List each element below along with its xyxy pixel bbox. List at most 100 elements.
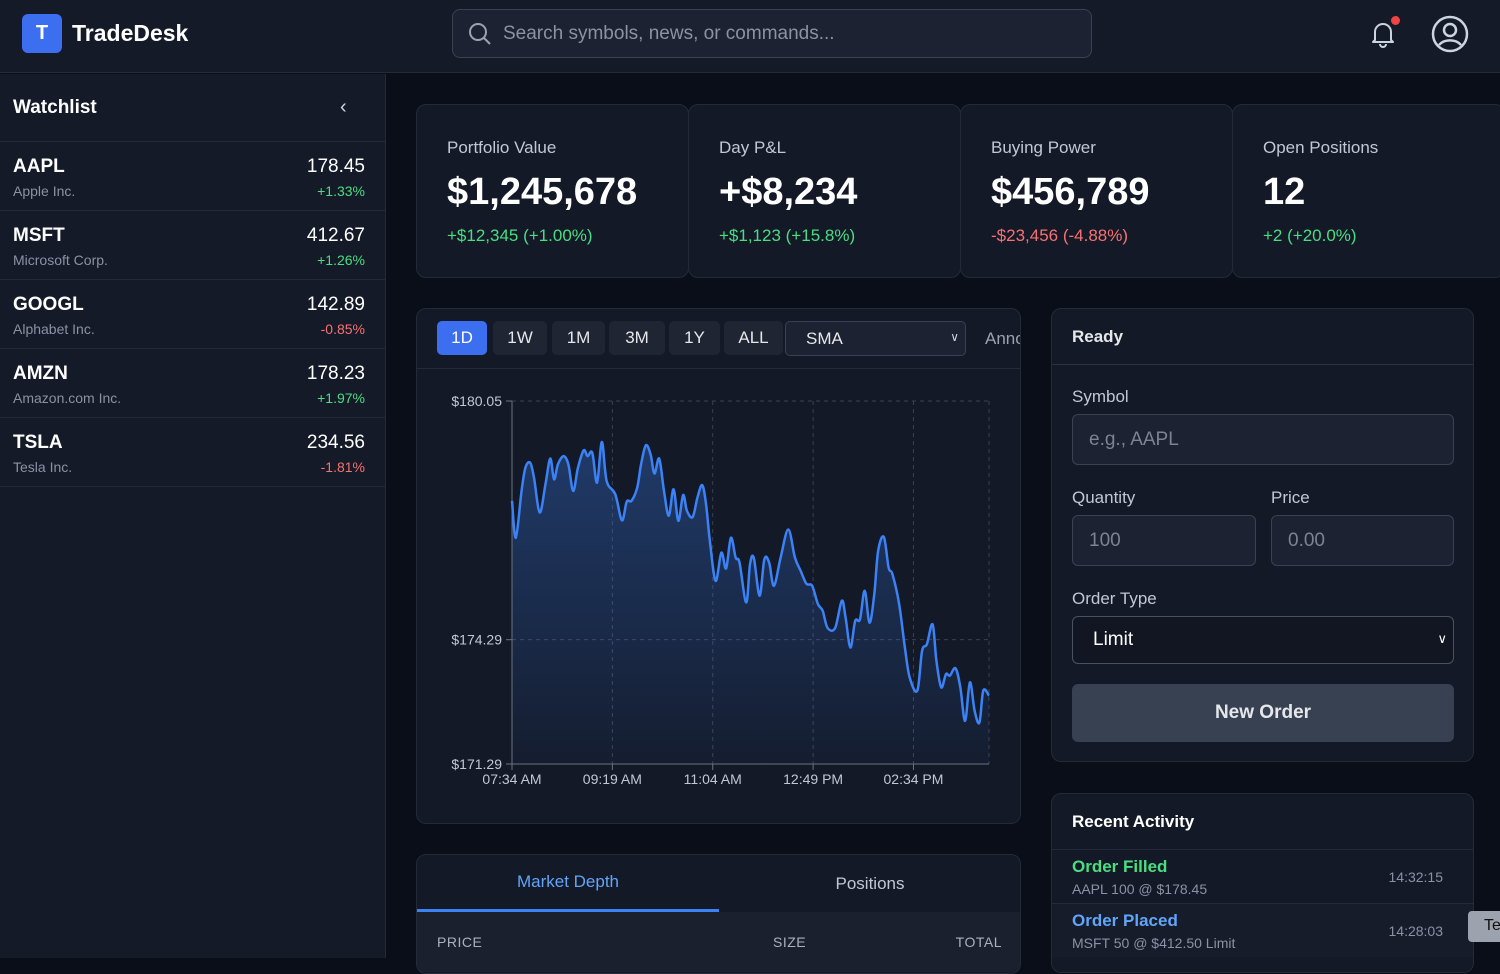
stat-value: $1,245,678: [447, 171, 637, 214]
watchlist-item[interactable]: MSFT Microsoft Corp. 412.67 +1.26%: [0, 211, 385, 280]
new-order-button[interactable]: New Order: [1072, 684, 1454, 742]
recent-activity-panel: Recent Activity Order Filled AAPL 100 @ …: [1051, 793, 1474, 973]
timeframe-3m-button[interactable]: 3M: [609, 321, 665, 355]
order-type-select[interactable]: Limit ∨: [1072, 616, 1454, 664]
x-tick-label: 12:49 PM: [783, 771, 843, 787]
chevron-left-icon[interactable]: ‹: [340, 96, 347, 119]
timeframe-1d-button[interactable]: 1D: [437, 321, 487, 355]
stat-change: -$23,456 (-4.88%): [991, 226, 1128, 246]
ticker-symbol: AAPL: [13, 156, 65, 178]
price-area-fill: [512, 442, 989, 764]
column-header-size: SIZE: [773, 934, 806, 950]
stat-value: 12: [1263, 171, 1305, 214]
percent-change: +1.26%: [317, 252, 365, 268]
stat-change: +$1,123 (+15.8%): [719, 226, 855, 246]
recent-activity-title: Recent Activity: [1072, 812, 1194, 832]
divider: [1052, 364, 1474, 365]
stat-label: Buying Power: [991, 138, 1096, 158]
market-depth-panel: Market Depth Positions PRICE SIZE TOTAL: [416, 854, 1021, 974]
price: 412.67: [307, 225, 365, 247]
watchlist-item[interactable]: GOOGL Alphabet Inc. 142.89 -0.85%: [0, 280, 385, 349]
price-label: Price: [1271, 488, 1310, 508]
price: 234.56: [307, 432, 365, 454]
watchlist-item[interactable]: AAPL Apple Inc. 178.45 +1.33%: [0, 142, 385, 211]
quantity-input[interactable]: [1072, 515, 1256, 566]
toast-notification[interactable]: Te: [1468, 911, 1500, 942]
app-title: TradeDesk: [72, 20, 188, 47]
search-input[interactable]: [503, 23, 1091, 45]
company-name: Apple Inc.: [13, 183, 75, 199]
activity-time: 14:28:03: [1389, 923, 1444, 939]
ticker-symbol: GOOGL: [13, 294, 84, 316]
watchlist-item[interactable]: TSLA Tesla Inc. 234.56 -1.81%: [0, 418, 385, 487]
percent-change: +1.33%: [317, 183, 365, 199]
ticker-symbol: MSFT: [13, 225, 65, 247]
search-bar[interactable]: [452, 9, 1092, 58]
stat-card: Portfolio Value $1,245,678 +$12,345 (+1.…: [416, 104, 689, 278]
search-icon: [468, 22, 492, 46]
user-avatar-icon[interactable]: [1430, 14, 1470, 54]
stat-card: Open Positions 12 +2 (+20.0%): [1232, 104, 1500, 278]
order-type-value: Limit: [1093, 629, 1133, 651]
top-header: T TradeDesk: [0, 0, 1500, 73]
stat-change: +2 (+20.0%): [1263, 226, 1357, 246]
annotations-button[interactable]: Annotations: [985, 329, 1021, 349]
symbol-label: Symbol: [1072, 387, 1129, 407]
y-tick-label: $180.05: [451, 393, 502, 409]
depth-table-header: PRICE SIZE TOTAL: [417, 912, 1021, 972]
company-name: Alphabet Inc.: [13, 321, 95, 337]
percent-change: -1.81%: [321, 459, 365, 475]
price-input[interactable]: [1271, 515, 1454, 566]
watchlist-title: Watchlist: [13, 97, 97, 119]
symbol-input[interactable]: [1072, 414, 1454, 465]
indicator-select[interactable]: SMA∨: [785, 321, 966, 356]
watchlist-sidebar: Watchlist ‹ AAPL Apple Inc. 178.45 +1.33…: [0, 74, 386, 958]
app-logo: T: [22, 14, 62, 53]
timeframe-1m-button[interactable]: 1M: [552, 321, 605, 355]
activity-description: AAPL 100 @ $178.45: [1072, 881, 1207, 897]
company-name: Microsoft Corp.: [13, 252, 108, 268]
activity-description: MSFT 50 @ $412.50 Limit: [1072, 935, 1235, 951]
stat-card: Buying Power $456,789 -$23,456 (-4.88%): [960, 104, 1233, 278]
x-tick-label: 09:19 AM: [583, 771, 642, 787]
activity-time: 14:32:15: [1389, 869, 1444, 885]
stat-label: Day P&L: [719, 138, 786, 158]
notification-badge: [1391, 16, 1400, 25]
quantity-label: Quantity: [1072, 488, 1135, 508]
y-tick-label: $174.29: [451, 632, 502, 648]
timeframe-all-button[interactable]: ALL: [724, 321, 783, 355]
price: 178.45: [307, 156, 365, 178]
stat-value: $456,789: [991, 171, 1150, 214]
percent-change: -0.85%: [321, 321, 365, 337]
tab-market-depth[interactable]: Market Depth: [417, 855, 719, 912]
order-type-label: Order Type: [1072, 589, 1157, 609]
tab-positions[interactable]: Positions: [719, 855, 1021, 912]
chevron-down-icon: ∨: [1437, 631, 1447, 647]
watchlist-header: Watchlist ‹: [0, 74, 385, 142]
x-tick-label: 11:04 AM: [684, 771, 742, 787]
activity-title: Order Placed: [1072, 911, 1178, 931]
stat-label: Portfolio Value: [447, 138, 556, 158]
company-name: Amazon.com Inc.: [13, 390, 121, 406]
order-status: Ready: [1072, 327, 1123, 347]
column-header-total: TOTAL: [956, 934, 1002, 950]
x-tick-label: 02:34 PM: [884, 771, 944, 787]
chevron-down-icon: ∨: [950, 330, 959, 344]
watchlist-item[interactable]: AMZN Amazon.com Inc. 178.23 +1.97%: [0, 349, 385, 418]
stat-label: Open Positions: [1263, 138, 1378, 158]
timeframe-1w-button[interactable]: 1W: [493, 321, 547, 355]
price: 178.23: [307, 363, 365, 385]
y-tick-label: $171.29: [451, 756, 502, 772]
activity-item[interactable]: Order Placed MSFT 50 @ $412.50 Limit 14:…: [1052, 903, 1474, 957]
activity-title: Order Filled: [1072, 857, 1167, 877]
order-entry-panel: Ready Symbol Quantity Price Order Type L…: [1051, 308, 1474, 762]
timeframe-1y-button[interactable]: 1Y: [669, 321, 720, 355]
activity-item[interactable]: Order Filled AAPL 100 @ $178.45 14:32:15: [1052, 849, 1474, 903]
column-header-price: PRICE: [437, 934, 482, 950]
ticker-symbol: AMZN: [13, 363, 68, 385]
company-name: Tesla Inc.: [13, 459, 72, 475]
stat-card: Day P&L +$8,234 +$1,123 (+15.8%): [688, 104, 961, 278]
stat-change: +$12,345 (+1.00%): [447, 226, 593, 246]
